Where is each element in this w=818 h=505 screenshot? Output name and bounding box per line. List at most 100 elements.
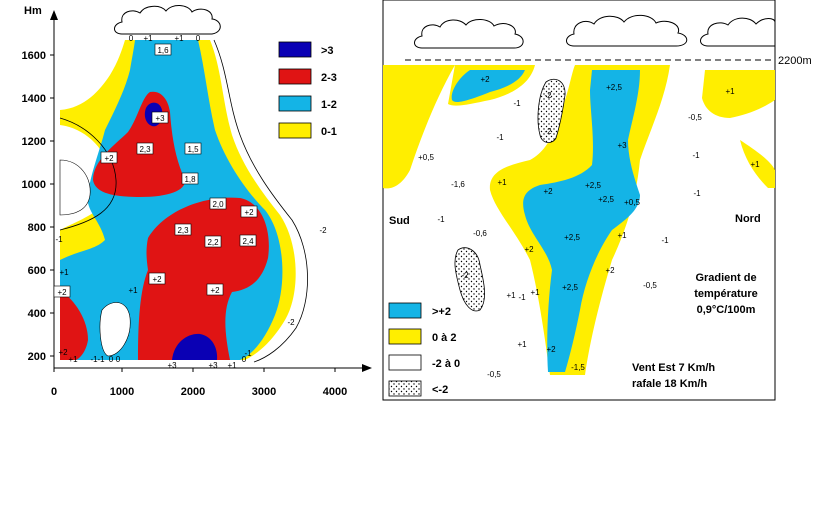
y-tick-label: 800: [28, 222, 46, 234]
value-label: 2,0: [212, 200, 224, 209]
cloud-icon: [414, 19, 524, 49]
value-label: +3: [155, 114, 165, 123]
legend-label: >3: [321, 45, 334, 57]
value-label: -1: [437, 215, 445, 224]
legend-label: 0 à 2: [432, 332, 456, 344]
value-label: +3: [617, 141, 627, 150]
contour-label: -1: [244, 349, 252, 358]
value-label: +1: [530, 288, 540, 297]
value-label: 2,3: [177, 226, 189, 235]
boxed-value: +2: [240, 205, 258, 218]
contour-label: +1: [68, 355, 78, 364]
contour-label: -2: [287, 318, 295, 327]
value-box: [151, 111, 169, 124]
boxed-value: +2: [100, 151, 118, 164]
legend-item: 1-2: [278, 95, 337, 112]
contour-label: -1: [90, 355, 98, 364]
value-label: +2: [524, 245, 534, 254]
value-label: -2: [544, 127, 552, 136]
value-label: +0,5: [418, 153, 434, 162]
boxed-value: +3: [151, 111, 169, 124]
value-box: [174, 223, 192, 236]
right-value-labels: +2-1-2-2+2,5 +1-0,5+0,5-1,6 +1-1+3-1+1-1+2…: [418, 75, 760, 379]
value-box: [206, 283, 224, 296]
value-label: -1: [496, 133, 504, 142]
x-tick-label: 1000: [110, 386, 134, 398]
value-label: +2: [57, 288, 67, 297]
contour-label: -1: [55, 235, 63, 244]
south-label: Sud: [389, 215, 410, 227]
legend-swatch: [388, 354, 422, 371]
boxed-value-labels: 1,6 +3 2,3 +2 1,5 1,8 2,0 +2 2,3 2,2 2,4 +2 +2 +2: [53, 43, 258, 298]
zone-gt2-top-left: [451, 70, 525, 103]
legend-item: -2 à 0: [388, 354, 460, 371]
legend-swatch: [388, 302, 422, 319]
legend-swatch: [388, 328, 422, 345]
y-tick-label: 400: [28, 308, 46, 320]
wind-note: Vent Est 7 Km/h rafale 18 Km/h: [632, 362, 715, 390]
legend-swatch: [278, 41, 312, 58]
boxed-value: +2: [206, 283, 224, 296]
value-label: -1: [513, 99, 521, 108]
value-label: +2,5: [585, 181, 601, 190]
value-label: -0,6: [473, 229, 487, 238]
legend-swatch: [278, 95, 312, 112]
value-label: 1,6: [157, 46, 169, 55]
legend-item: 0 à 2: [388, 328, 456, 345]
value-label: +1: [506, 291, 516, 300]
altitude-label: 2200m: [778, 55, 812, 67]
x-tick-label: 0: [51, 386, 57, 398]
x-tick-label: 4000: [323, 386, 347, 398]
value-box: [136, 142, 154, 155]
value-label: +2: [480, 75, 490, 84]
boxed-value: 1,8: [181, 172, 199, 185]
gradient-line-1: Gradient de: [695, 272, 756, 284]
x-tick-label: 2000: [181, 386, 205, 398]
value-box: [148, 272, 166, 285]
contour-label: 0: [196, 34, 201, 43]
value-label: +1: [617, 231, 627, 240]
x-axis-arrow-icon: [362, 364, 372, 372]
contour-value-labels: 0 +1 +1 0-1+1+1-1-2-2+2+1 0-1 0+3 +3 +10-1: [55, 34, 327, 370]
zone-2-3-left: [60, 290, 88, 360]
value-label: +2: [546, 345, 556, 354]
legend-swatch: [388, 380, 422, 397]
gradient-note: Gradient de température 0,9°C/100m: [694, 272, 758, 316]
zone-0-2-right-top: [702, 70, 775, 118]
value-label: -1: [661, 236, 669, 245]
contour-label: +1: [128, 286, 138, 295]
legend-label: 2-3: [321, 72, 337, 84]
contour-label: +1: [143, 34, 153, 43]
boxed-value: 1,6: [154, 43, 172, 56]
value-box: [181, 172, 199, 185]
zone-0-2-left: [383, 65, 455, 189]
value-box: [240, 205, 258, 218]
left-legend: >3 2-3 1-2 0-1: [278, 41, 337, 139]
value-label: 2,4: [242, 237, 254, 246]
value-label: +2: [605, 266, 615, 275]
contour-label: -2: [319, 226, 327, 235]
value-label: -0,5: [487, 370, 501, 379]
value-box: [53, 285, 71, 298]
value-label: +2,5: [598, 195, 614, 204]
gradient-line-3: 0,9°C/100m: [697, 304, 756, 316]
y-axis-arrow-icon: [50, 10, 58, 20]
value-label: -1: [692, 151, 700, 160]
value-label: -1,6: [451, 180, 465, 189]
value-label: 1,5: [187, 145, 199, 154]
boxed-value: 2,3: [136, 142, 154, 155]
value-box: [154, 43, 172, 56]
contour-label: 0: [129, 34, 134, 43]
value-label: -1,5: [571, 363, 585, 372]
zone-below-minus2-b: [454, 247, 485, 312]
value-label: 1,8: [184, 175, 196, 184]
boxed-value: 2,0: [209, 197, 227, 210]
contour-label: 0: [109, 355, 114, 364]
value-label: 2,3: [139, 145, 151, 154]
value-label: -1: [693, 189, 701, 198]
value-box: [100, 151, 118, 164]
zone-below-0-a: [59, 159, 91, 216]
zone-below-minus2-a: [537, 78, 566, 143]
legend-item: >+2: [388, 302, 451, 319]
zone-gt2-main: [523, 70, 640, 372]
